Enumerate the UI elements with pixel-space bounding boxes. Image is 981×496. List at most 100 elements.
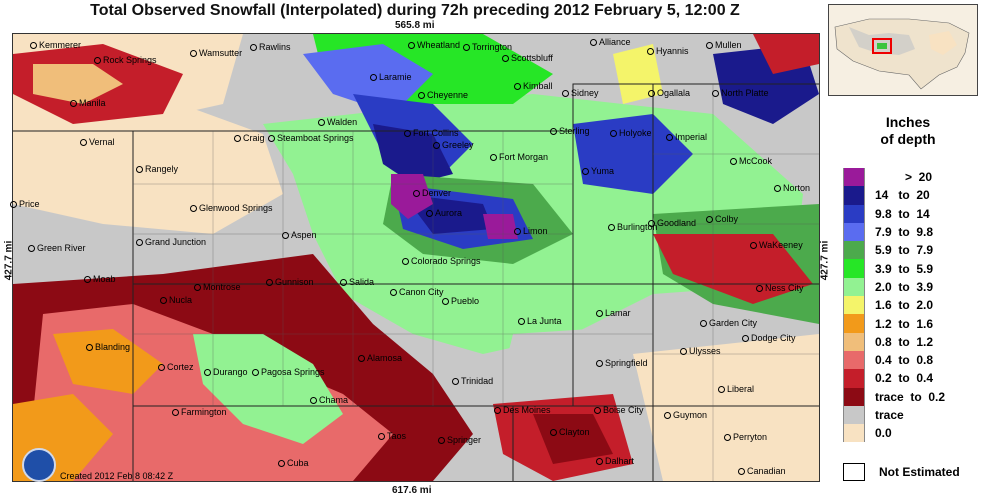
city-label: Wamsutter bbox=[190, 48, 242, 58]
legend-label: 1.6 to 2.0 bbox=[875, 298, 934, 313]
city-label: Alamosa bbox=[358, 353, 402, 363]
not-estimated-swatch bbox=[843, 463, 865, 481]
legend-swatch bbox=[843, 222, 865, 242]
city-label: Burlington bbox=[608, 222, 658, 232]
legend-label: 0.0 bbox=[875, 426, 892, 441]
city-label: Green River bbox=[28, 243, 86, 253]
created-timestamp: Created 2012 Feb 8 08:42 Z bbox=[60, 471, 174, 481]
city-label: Price bbox=[10, 199, 40, 209]
legend-swatch bbox=[843, 424, 865, 443]
city-label: Hyannis bbox=[647, 46, 689, 56]
city-label: Ogallala bbox=[648, 88, 690, 98]
city-label: McCook bbox=[730, 156, 772, 166]
city-label: Rawlins bbox=[250, 42, 291, 52]
legend-swatch bbox=[843, 186, 865, 205]
city-label: Alliance bbox=[590, 37, 631, 47]
city-label: Vernal bbox=[80, 137, 115, 147]
legend-row: 7.9 to 9.8 bbox=[843, 222, 981, 242]
city-label: Torrington bbox=[463, 42, 512, 52]
city-label: Steamboat Springs bbox=[268, 133, 354, 143]
city-label: Liberal bbox=[718, 384, 754, 394]
legend-swatch bbox=[843, 405, 865, 425]
city-label: Salida bbox=[340, 277, 374, 287]
city-label: Scottsbluff bbox=[502, 53, 553, 63]
us-outline-icon bbox=[834, 18, 970, 90]
city-label: Aurora bbox=[426, 208, 462, 218]
city-label: Boise City bbox=[594, 405, 644, 415]
city-label: Perryton bbox=[724, 432, 767, 442]
legend-row: trace bbox=[843, 405, 981, 425]
noaa-logo bbox=[22, 448, 56, 482]
legend-label: 5.9 to 7.9 bbox=[875, 243, 934, 258]
city-label: Canon City bbox=[390, 287, 444, 297]
legend-row: 1.2 to 1.6 bbox=[843, 314, 981, 333]
legend: > 20 14 to 20 9.8 to 14 7.9 to 9.8 5.9 t… bbox=[843, 168, 981, 443]
city-label: Yuma bbox=[582, 166, 614, 176]
right-distance-label: 427.7 mi bbox=[819, 240, 831, 281]
city-label: Sidney bbox=[562, 88, 599, 98]
city-label: Aspen bbox=[282, 230, 317, 240]
city-label: Nucla bbox=[160, 295, 192, 305]
legend-row: 2.0 to 3.9 bbox=[843, 277, 981, 297]
city-label: Norton bbox=[774, 183, 810, 193]
city-label: Cheyenne bbox=[418, 90, 468, 100]
city-label: Colby bbox=[706, 214, 738, 224]
city-label: Kimball bbox=[514, 81, 553, 91]
city-label: Trinidad bbox=[452, 376, 493, 386]
city-label: Dalhart bbox=[596, 456, 634, 466]
legend-row: trace to 0.2 bbox=[843, 387, 981, 406]
legend-title-line1: Inches bbox=[885, 114, 931, 130]
city-label: Garden City bbox=[700, 318, 757, 328]
city-label: WaKeeney bbox=[750, 240, 803, 250]
city-label: Guymon bbox=[664, 410, 707, 420]
city-label: North Platte bbox=[712, 88, 769, 98]
legend-swatch bbox=[843, 350, 865, 370]
legend-label: 14 to 20 bbox=[875, 188, 930, 203]
legend-row: 5.9 to 7.9 bbox=[843, 241, 981, 260]
inset-region-box bbox=[872, 38, 892, 54]
legend-swatch bbox=[843, 332, 865, 351]
us-inset-map[interactable] bbox=[828, 4, 978, 96]
city-label: Cuba bbox=[278, 458, 309, 468]
city-label: Clayton bbox=[550, 427, 590, 437]
legend-label: 9.8 to 14 bbox=[875, 206, 930, 221]
city-label: Wheatland bbox=[408, 40, 460, 50]
city-label: Pueblo bbox=[442, 296, 479, 306]
legend-swatch bbox=[843, 277, 865, 297]
legend-label: 7.9 to 9.8 bbox=[875, 225, 934, 240]
city-label: Gunnison bbox=[266, 277, 314, 287]
legend-label: 2.0 to 3.9 bbox=[875, 279, 934, 294]
city-label: Laramie bbox=[370, 72, 412, 82]
city-label: Ness City bbox=[756, 283, 804, 293]
city-label: Moab bbox=[84, 274, 116, 284]
city-label: Sterling bbox=[550, 126, 590, 136]
legend-swatch bbox=[843, 168, 865, 187]
city-label: Colorado Springs bbox=[402, 256, 481, 266]
map-title: Total Observed Snowfall (Interpolated) d… bbox=[90, 2, 740, 19]
legend-row: 14 to 20 bbox=[843, 186, 981, 205]
city-label: Kemmerer bbox=[30, 40, 81, 50]
legend-label: 0.4 to 0.8 bbox=[875, 353, 934, 368]
city-label: Des Moines bbox=[494, 405, 551, 415]
legend-swatch bbox=[843, 296, 865, 315]
city-label: Lamar bbox=[596, 308, 631, 318]
legend-row: 0.0 bbox=[843, 424, 981, 443]
city-label: Fort Morgan bbox=[490, 152, 548, 162]
legend-row: 0.4 to 0.8 bbox=[843, 350, 981, 370]
city-label: Dodge City bbox=[742, 333, 796, 343]
legend-row: > 20 bbox=[843, 168, 981, 187]
legend-row: 0.2 to 0.4 bbox=[843, 369, 981, 388]
city-label: Holyoke bbox=[610, 128, 652, 138]
not-estimated-key: Not Estimated bbox=[843, 463, 960, 481]
city-label: Rock Springs bbox=[94, 55, 157, 65]
legend-title-line2: of depth bbox=[880, 131, 936, 147]
city-label: Fort Collins bbox=[404, 128, 459, 138]
city-label: Durango bbox=[204, 367, 248, 377]
city-label: Mullen bbox=[706, 40, 742, 50]
legend-label: 0.2 to 0.4 bbox=[875, 371, 934, 386]
legend-row: 1.6 to 2.0 bbox=[843, 296, 981, 315]
city-label: Imperial bbox=[666, 132, 707, 142]
legend-label: trace bbox=[875, 408, 904, 422]
legend-swatch bbox=[843, 369, 865, 388]
legend-row: 0.8 to 1.2 bbox=[843, 332, 981, 351]
